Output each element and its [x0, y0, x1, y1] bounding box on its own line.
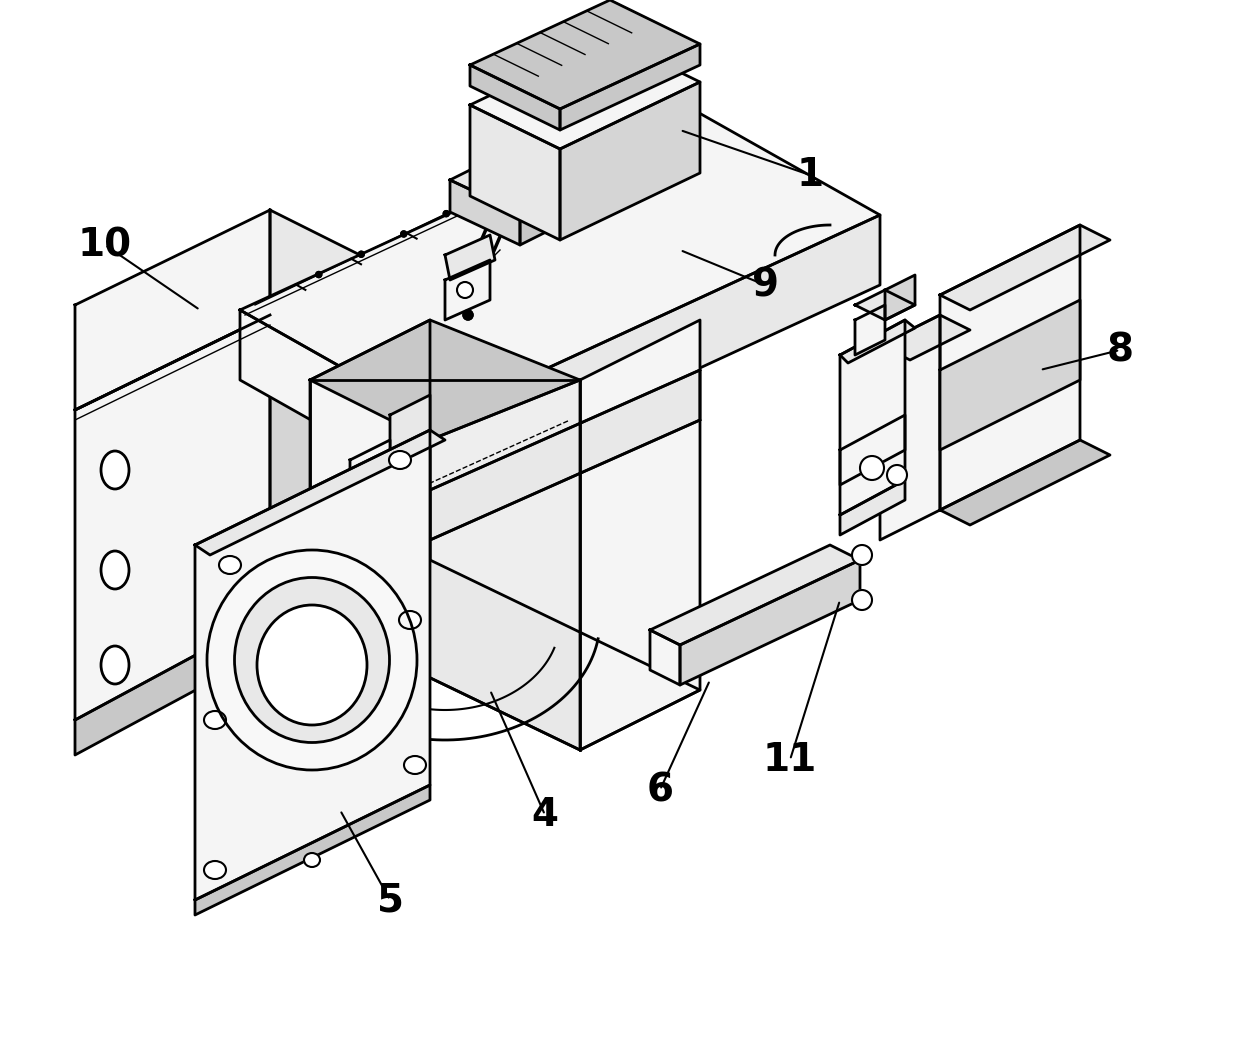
Circle shape: [852, 545, 872, 565]
Ellipse shape: [205, 711, 226, 729]
Polygon shape: [310, 320, 430, 620]
Polygon shape: [880, 315, 970, 360]
Ellipse shape: [100, 551, 129, 589]
Polygon shape: [430, 370, 701, 540]
Polygon shape: [241, 105, 880, 420]
Polygon shape: [435, 215, 880, 490]
Ellipse shape: [100, 451, 129, 489]
Polygon shape: [856, 290, 915, 320]
Circle shape: [358, 252, 365, 257]
Polygon shape: [195, 430, 445, 555]
Polygon shape: [940, 225, 1080, 510]
Polygon shape: [350, 440, 391, 510]
Polygon shape: [940, 300, 1080, 450]
Polygon shape: [650, 630, 680, 685]
Polygon shape: [940, 440, 1110, 525]
Circle shape: [316, 271, 321, 278]
Text: 5: 5: [377, 881, 403, 919]
Circle shape: [887, 465, 906, 485]
Polygon shape: [391, 395, 430, 580]
Polygon shape: [195, 430, 430, 900]
Polygon shape: [241, 310, 435, 490]
Polygon shape: [445, 260, 490, 320]
Polygon shape: [580, 320, 701, 750]
Polygon shape: [470, 0, 701, 109]
Polygon shape: [560, 82, 701, 240]
Circle shape: [486, 190, 492, 197]
Text: 6: 6: [646, 771, 673, 809]
Polygon shape: [310, 560, 701, 750]
Polygon shape: [680, 560, 861, 685]
Polygon shape: [74, 615, 270, 755]
Polygon shape: [470, 105, 560, 240]
Circle shape: [852, 590, 872, 610]
Polygon shape: [310, 320, 580, 440]
Circle shape: [861, 456, 884, 480]
Polygon shape: [470, 66, 560, 130]
Circle shape: [362, 468, 378, 484]
Polygon shape: [856, 305, 885, 355]
Polygon shape: [445, 235, 495, 280]
Polygon shape: [310, 380, 580, 750]
Text: 11: 11: [763, 742, 817, 779]
Ellipse shape: [399, 612, 422, 629]
Polygon shape: [450, 115, 650, 213]
Text: 4: 4: [532, 796, 558, 834]
Polygon shape: [520, 148, 650, 245]
Text: 9: 9: [751, 266, 779, 304]
Polygon shape: [839, 480, 905, 535]
Text: 1: 1: [796, 156, 823, 194]
Circle shape: [443, 211, 449, 216]
Ellipse shape: [404, 756, 427, 774]
Polygon shape: [839, 415, 905, 515]
Polygon shape: [940, 225, 1110, 310]
Ellipse shape: [207, 550, 417, 770]
Ellipse shape: [257, 605, 367, 725]
Polygon shape: [650, 545, 861, 645]
Circle shape: [458, 282, 472, 298]
Ellipse shape: [219, 556, 241, 574]
Polygon shape: [74, 315, 270, 720]
Polygon shape: [450, 180, 520, 245]
Circle shape: [401, 231, 407, 237]
Polygon shape: [839, 320, 905, 485]
Polygon shape: [270, 315, 391, 675]
Ellipse shape: [205, 861, 226, 879]
Ellipse shape: [234, 577, 389, 743]
Circle shape: [614, 129, 619, 135]
Circle shape: [570, 150, 577, 156]
Polygon shape: [270, 615, 391, 710]
Ellipse shape: [389, 451, 410, 469]
Ellipse shape: [304, 853, 320, 867]
Text: 8: 8: [1106, 331, 1133, 369]
Polygon shape: [560, 44, 701, 130]
Polygon shape: [470, 38, 701, 149]
Ellipse shape: [100, 646, 129, 684]
Circle shape: [528, 171, 534, 176]
Polygon shape: [74, 210, 270, 410]
Circle shape: [463, 310, 472, 320]
Polygon shape: [885, 275, 915, 320]
Polygon shape: [195, 785, 430, 915]
Polygon shape: [880, 315, 940, 540]
Polygon shape: [270, 210, 391, 375]
Polygon shape: [839, 320, 915, 363]
Text: 10: 10: [78, 226, 133, 264]
